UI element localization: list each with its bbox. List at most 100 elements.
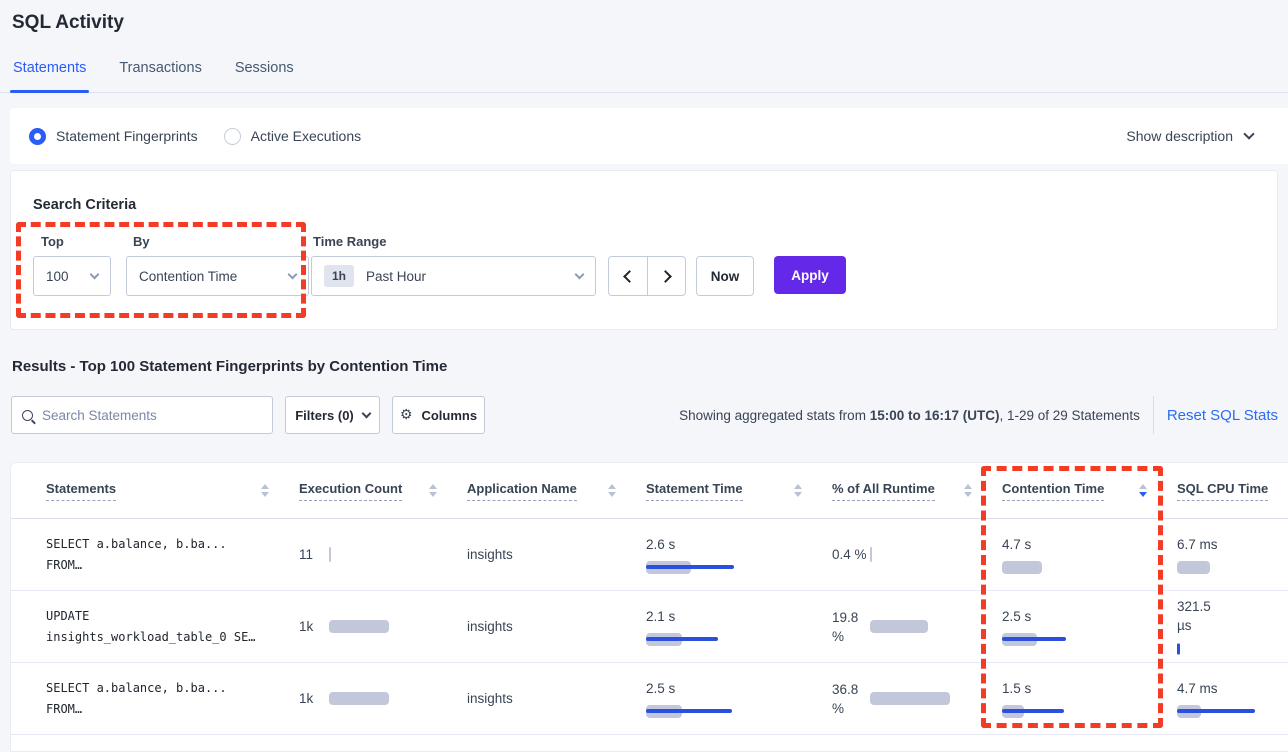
apply-button[interactable]: Apply	[774, 256, 846, 294]
statement-time-value: 2.5 s	[646, 680, 676, 696]
column-header-label: SQL CPU Time	[1177, 481, 1269, 501]
pct-runtime-cell: 36.8 %	[832, 680, 1002, 718]
sort-icon[interactable]	[608, 484, 616, 497]
statement-time-value: 2.6 s	[646, 536, 676, 552]
top-select[interactable]: 100	[33, 256, 111, 296]
contention-time-bar	[1002, 560, 1177, 575]
chevron-down-icon	[89, 269, 100, 279]
statements-search-box[interactable]	[11, 396, 273, 434]
time-range-badge: 1h	[324, 265, 355, 287]
columns-label: Columns	[421, 407, 478, 423]
sort-icon[interactable]	[429, 484, 437, 497]
chevron-down-icon	[287, 269, 298, 279]
column-header-pct-runtime[interactable]: % of All Runtime	[832, 481, 1002, 501]
page-title: SQL Activity	[12, 12, 124, 33]
sort-icon[interactable]	[261, 484, 269, 497]
tab-sessions[interactable]: Sessions	[234, 60, 294, 76]
chevron-down-icon	[1243, 128, 1255, 140]
column-header-label: % of All Runtime	[832, 481, 935, 501]
chevron-right-icon	[658, 269, 672, 283]
sql-cpu-time-value: 4.7 ms	[1177, 680, 1218, 696]
search-icon	[22, 409, 33, 421]
column-header-contention-time[interactable]: Contention Time	[1002, 481, 1177, 501]
by-select[interactable]: Contention Time	[126, 256, 309, 296]
sort-icon-active-desc[interactable]	[1139, 484, 1147, 497]
tab-transactions[interactable]: Transactions	[119, 60, 202, 76]
contention-time-cell: 4.7 s	[1002, 535, 1177, 575]
execution-count-cell: 1k	[299, 619, 467, 634]
sql-cpu-time-bar	[1177, 641, 1288, 656]
pct-runtime-bar	[870, 619, 928, 634]
chevron-down-icon	[361, 408, 372, 419]
now-button[interactable]: Now	[696, 256, 754, 296]
statement-fingerprint-link[interactable]: SELECT a.balance, b.ba... FROM…	[46, 536, 227, 572]
column-header-label: Application Name	[467, 481, 577, 501]
table-row[interactable]: UPDATE insights_workload_table_0 SE… 1k i…	[11, 591, 1288, 663]
application-name-cell: insights	[467, 547, 513, 562]
execution-count-cell: 11	[299, 547, 467, 562]
filters-button[interactable]: Filters (0)	[285, 396, 380, 434]
statement-fingerprint-link[interactable]: SELECT a.balance, b.ba... FROM…	[46, 680, 227, 716]
sql-cpu-time-value: 6.7 ms	[1177, 536, 1218, 552]
table-header-row: Statements Execution Count Application N…	[11, 463, 1288, 519]
previous-time-button[interactable]	[609, 257, 647, 295]
by-select-value: Contention Time	[139, 268, 238, 284]
show-description-toggle[interactable]: Show description	[1126, 108, 1255, 164]
statement-time-bar	[646, 632, 832, 647]
execution-count-value: 1k	[299, 619, 314, 634]
execution-count-value: 1k	[299, 691, 314, 706]
sql-cpu-time-bar	[1177, 704, 1288, 719]
chevron-left-icon	[623, 269, 636, 283]
column-header-sql-cpu-time[interactable]: SQL CPU Time	[1177, 481, 1288, 501]
radio-label: Statement Fingerprints	[56, 128, 198, 144]
statement-time-cell: 2.5 s	[646, 679, 832, 719]
pct-runtime-bar	[870, 547, 872, 562]
reset-sql-stats-link[interactable]: Reset SQL Stats	[1166, 406, 1278, 424]
sql-cpu-time-cell: 321.5 µs	[1177, 597, 1288, 656]
pct-runtime-value: 0.4 %	[832, 547, 867, 562]
sql-cpu-time-cell: 4.7 ms	[1177, 679, 1288, 719]
table-row[interactable]: SELECT a.balance, b.ba... FROM… 11 insigh…	[11, 519, 1288, 591]
table-row[interactable]: SELECT a.balance, b.ba... FROM… 1k insigh…	[11, 663, 1288, 735]
column-header-application-name[interactable]: Application Name	[467, 481, 646, 501]
execution-count-value: 11	[299, 547, 314, 562]
radio-active-executions[interactable]: Active Executions	[223, 127, 362, 145]
results-title: Results - Top 100 Statement Fingerprints…	[12, 358, 448, 375]
columns-button[interactable]: ⚙ Columns	[392, 396, 485, 434]
column-header-execution-count[interactable]: Execution Count	[299, 481, 467, 501]
tab-statements[interactable]: Statements	[9, 58, 90, 93]
execution-count-bar	[329, 619, 389, 634]
statement-time-bar	[646, 560, 832, 575]
contention-time-value: 4.7 s	[1002, 536, 1032, 552]
pct-runtime-value: 19.8 %	[832, 609, 859, 644]
column-header-label: Statements	[46, 481, 117, 501]
gear-icon: ⚙	[399, 407, 413, 423]
sort-icon[interactable]	[794, 484, 802, 497]
radio-statement-fingerprints[interactable]: Statement Fingerprints	[29, 127, 198, 145]
pct-runtime-cell: 19.8 %	[832, 608, 1002, 646]
stats-area: Showing aggregated stats from 15:00 to 1…	[679, 396, 1278, 434]
chevron-down-icon	[574, 269, 585, 279]
application-name-cell: insights	[467, 691, 513, 706]
column-header-statement-time[interactable]: Statement Time	[646, 481, 832, 501]
tabs-bar: Statements Transactions Sessions	[0, 58, 1288, 93]
search-input[interactable]	[42, 407, 262, 423]
pct-runtime-value: 36.8 %	[832, 681, 859, 716]
time-range-value: Past Hour	[366, 268, 427, 284]
search-criteria-card: Search Criteria Top 100 By Contention Ti…	[10, 170, 1278, 330]
statements-table: Statements Execution Count Application N…	[10, 462, 1288, 752]
filters-label: Filters (0)	[295, 407, 354, 423]
sql-cpu-time-bar	[1177, 560, 1288, 575]
by-label: By	[133, 234, 150, 249]
radio-selected-icon[interactable]	[29, 127, 46, 145]
radio-unselected-icon[interactable]	[223, 127, 241, 145]
statement-fingerprint-link[interactable]: UPDATE insights_workload_table_0 SE…	[46, 608, 256, 644]
next-time-button[interactable]	[647, 257, 685, 295]
radio-label: Active Executions	[250, 128, 362, 144]
column-header-statements[interactable]: Statements	[46, 481, 299, 501]
column-header-label: Contention Time	[1002, 481, 1105, 501]
column-header-label: Execution Count	[299, 481, 403, 501]
sort-icon[interactable]	[964, 484, 972, 497]
execution-count-bar	[329, 547, 331, 562]
time-range-select[interactable]: 1h Past Hour	[311, 256, 596, 296]
